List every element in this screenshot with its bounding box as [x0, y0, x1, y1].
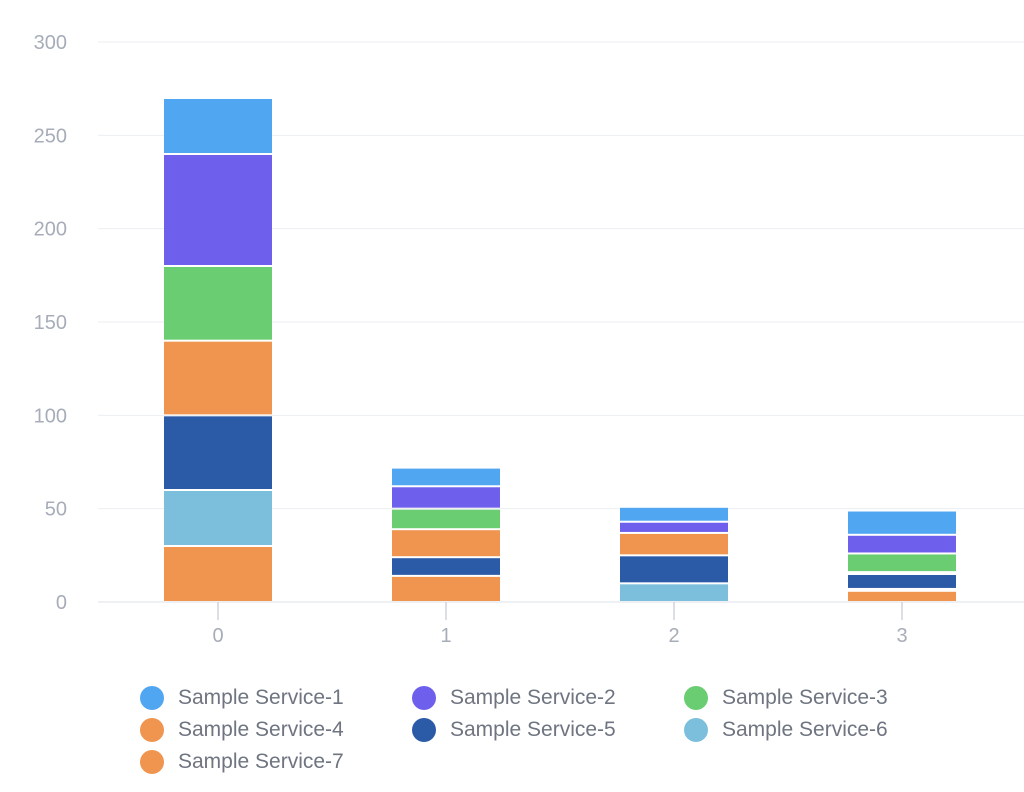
legend-label: Sample Service-3: [722, 686, 888, 709]
legend-color-dot: [412, 686, 436, 710]
bar-segment[interactable]: [848, 591, 956, 601]
x-tick-label: 3: [896, 625, 907, 647]
bar-segment[interactable]: [620, 522, 728, 532]
bar-segment[interactable]: [164, 99, 272, 153]
bar-segment[interactable]: [164, 341, 272, 415]
legend-label: Sample Service-5: [450, 718, 616, 741]
y-tick-label: 250: [34, 125, 67, 147]
legend-label: Sample Service-2: [450, 686, 616, 709]
bar-segment[interactable]: [620, 584, 728, 601]
x-tick-label: 0: [212, 625, 223, 647]
legend-item[interactable]: Sample Service-1: [130, 686, 402, 710]
legend-item[interactable]: Sample Service-7: [130, 750, 402, 774]
bar-segment[interactable]: [848, 535, 956, 553]
legend-item[interactable]: Sample Service-4: [130, 718, 402, 742]
legend-label: Sample Service-7: [178, 750, 344, 773]
bar-segment[interactable]: [848, 575, 956, 588]
bar-segment[interactable]: [164, 155, 272, 265]
legend-color-dot: [140, 686, 164, 710]
bar-segment[interactable]: [164, 547, 272, 601]
x-tick-label: 2: [668, 625, 679, 647]
bar-segment[interactable]: [392, 576, 500, 601]
bar-segment[interactable]: [392, 468, 500, 486]
y-tick-label: 150: [34, 312, 67, 334]
legend-label: Sample Service-6: [722, 718, 888, 741]
y-axis: 0 50 100 150 200 250 300: [34, 32, 67, 614]
bar-segment[interactable]: [164, 267, 272, 340]
bar-segment[interactable]: [620, 556, 728, 583]
y-tick-label: 100: [34, 405, 67, 427]
legend: Sample Service-1 Sample Service-2 Sample S…: [130, 686, 950, 774]
bar-segment[interactable]: [392, 558, 500, 575]
legend-item[interactable]: Sample Service-5: [402, 718, 674, 742]
bar-segment[interactable]: [392, 509, 500, 529]
legend-item[interactable]: Sample Service-3: [674, 686, 946, 710]
stacked-bar-chart: 0 50 100 150 200 250 300 0 1 2 3: [34, 32, 1024, 647]
bars: [164, 99, 956, 601]
bar-segment[interactable]: [392, 530, 500, 557]
legend-color-dot: [140, 750, 164, 774]
bar-segment[interactable]: [392, 487, 500, 508]
bar-segment[interactable]: [848, 554, 956, 572]
legend-color-dot: [684, 718, 708, 742]
y-tick-label: 200: [34, 219, 67, 241]
legend-label: Sample Service-1: [178, 686, 344, 709]
legend-color-dot: [412, 718, 436, 742]
legend-label: Sample Service-4: [178, 718, 344, 741]
bar-segment[interactable]: [164, 491, 272, 545]
bar-segment[interactable]: [620, 533, 728, 555]
x-axis: 0 1 2 3: [212, 602, 908, 647]
legend-color-dot: [684, 686, 708, 710]
legend-color-dot: [140, 718, 164, 742]
bar-segment[interactable]: [848, 511, 956, 534]
bar-segment[interactable]: [620, 507, 728, 521]
bar-segment[interactable]: [164, 416, 272, 489]
x-tick-label: 1: [440, 625, 451, 647]
y-tick-label: 300: [34, 32, 67, 54]
y-tick-label: 50: [45, 499, 67, 521]
y-tick-label: 0: [56, 592, 67, 614]
legend-item[interactable]: Sample Service-6: [674, 718, 946, 742]
legend-item[interactable]: Sample Service-2: [402, 686, 674, 710]
